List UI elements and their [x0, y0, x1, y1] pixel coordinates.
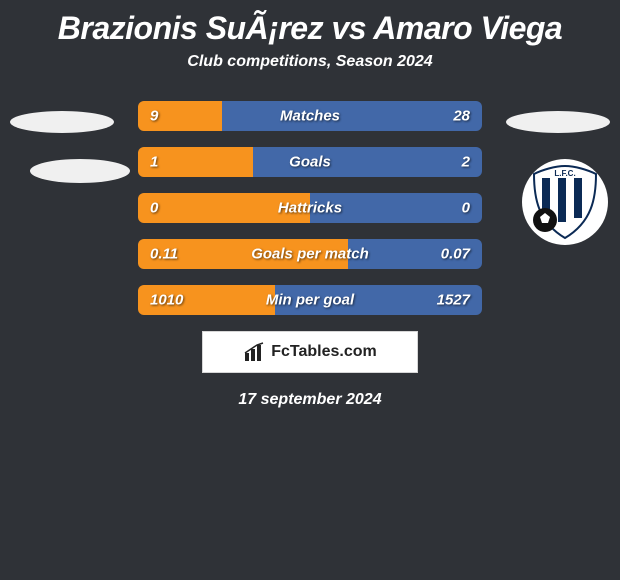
- date-line: 17 september 2024: [0, 391, 620, 409]
- stat-label: Goals: [138, 154, 482, 171]
- left-player-badge: [10, 101, 110, 201]
- comparison-bars: 9Matches28 1Goals2 0Hattricks0 0.11Goals pe…: [138, 101, 482, 315]
- stat-row: 0Hattricks0: [138, 193, 482, 223]
- stat-row: 0.11Goals per match0.07: [138, 239, 482, 269]
- stat-value-right: 2: [462, 154, 470, 171]
- placeholder-ellipse: [506, 111, 610, 133]
- stat-value-right: 0: [462, 200, 470, 217]
- stat-label: Matches: [138, 108, 482, 125]
- page-title: Brazionis SuÃ¡rez vs Amaro Viega: [0, 0, 620, 53]
- brand-box: FcTables.com: [202, 331, 418, 373]
- stat-row: 1010Min per goal1527: [138, 285, 482, 315]
- infographic-container: Brazionis SuÃ¡rez vs Amaro Viega Club co…: [0, 0, 620, 409]
- stat-label: Goals per match: [138, 246, 482, 263]
- brand-text: FcTables.com: [271, 343, 377, 361]
- stat-row: 9Matches28: [138, 101, 482, 131]
- placeholder-ellipse: [10, 111, 114, 133]
- placeholder-ellipse: [30, 159, 130, 183]
- bar-chart-icon: [243, 341, 265, 363]
- right-club-logo: L.F.C.: [522, 159, 608, 245]
- stats-area: L.F.C. 9Matches28 1Goals2 0Hattricks0 0.11G…: [0, 101, 620, 315]
- stat-value-right: 28: [453, 108, 470, 125]
- shield-icon: L.F.C.: [530, 164, 600, 240]
- stat-label: Hattricks: [138, 200, 482, 217]
- stat-value-right: 1527: [437, 292, 470, 309]
- stat-row: 1Goals2: [138, 147, 482, 177]
- page-subtitle: Club competitions, Season 2024: [0, 53, 620, 101]
- club-logo-text: L.F.C.: [554, 169, 575, 178]
- stat-label: Min per goal: [138, 292, 482, 309]
- stat-value-right: 0.07: [441, 246, 470, 263]
